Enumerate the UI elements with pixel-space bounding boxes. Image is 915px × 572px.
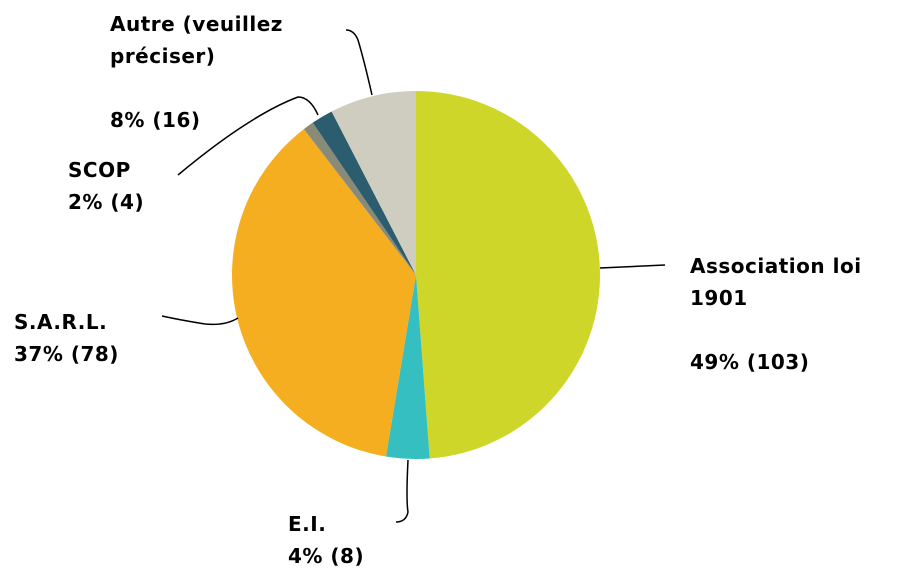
leader-line [161, 315, 239, 326]
value-label: 8% (16) [110, 108, 201, 132]
pie-slice [232, 129, 416, 457]
leader-line [345, 29, 373, 96]
slice-label: S.A.R.L. 37% (78) [14, 306, 174, 370]
spacer [690, 314, 915, 346]
slice-label: Association loi 1901 49% (103) [690, 250, 915, 378]
value-label: 2% (4) [68, 190, 145, 214]
slice-label: E.I. 4% (8) [288, 508, 438, 572]
slice-label: SCOP 2% (4) [68, 154, 208, 218]
pie-slice [303, 122, 416, 276]
spacer [110, 72, 342, 104]
value-label: 49% (103) [690, 350, 810, 374]
category-label: E.I. [288, 512, 327, 536]
slice-label: Autre (veuillez préciser) 8% (16) [110, 8, 342, 136]
pie-slice [331, 91, 416, 275]
leader-line [177, 96, 319, 176]
category-label: Association loi 1901 [690, 254, 862, 310]
pie-slice [416, 91, 601, 459]
leader-lines [161, 29, 666, 523]
pie-slice [385, 275, 430, 459]
value-label: 4% (8) [288, 544, 365, 568]
leader-line [395, 459, 409, 523]
leader-line [599, 264, 666, 269]
category-label: S.A.R.L. [14, 310, 108, 334]
pie-slice [312, 111, 416, 275]
category-label: SCOP [68, 158, 131, 182]
value-label: 37% (78) [14, 342, 119, 366]
category-label: Autre (veuillez préciser) [110, 12, 283, 68]
